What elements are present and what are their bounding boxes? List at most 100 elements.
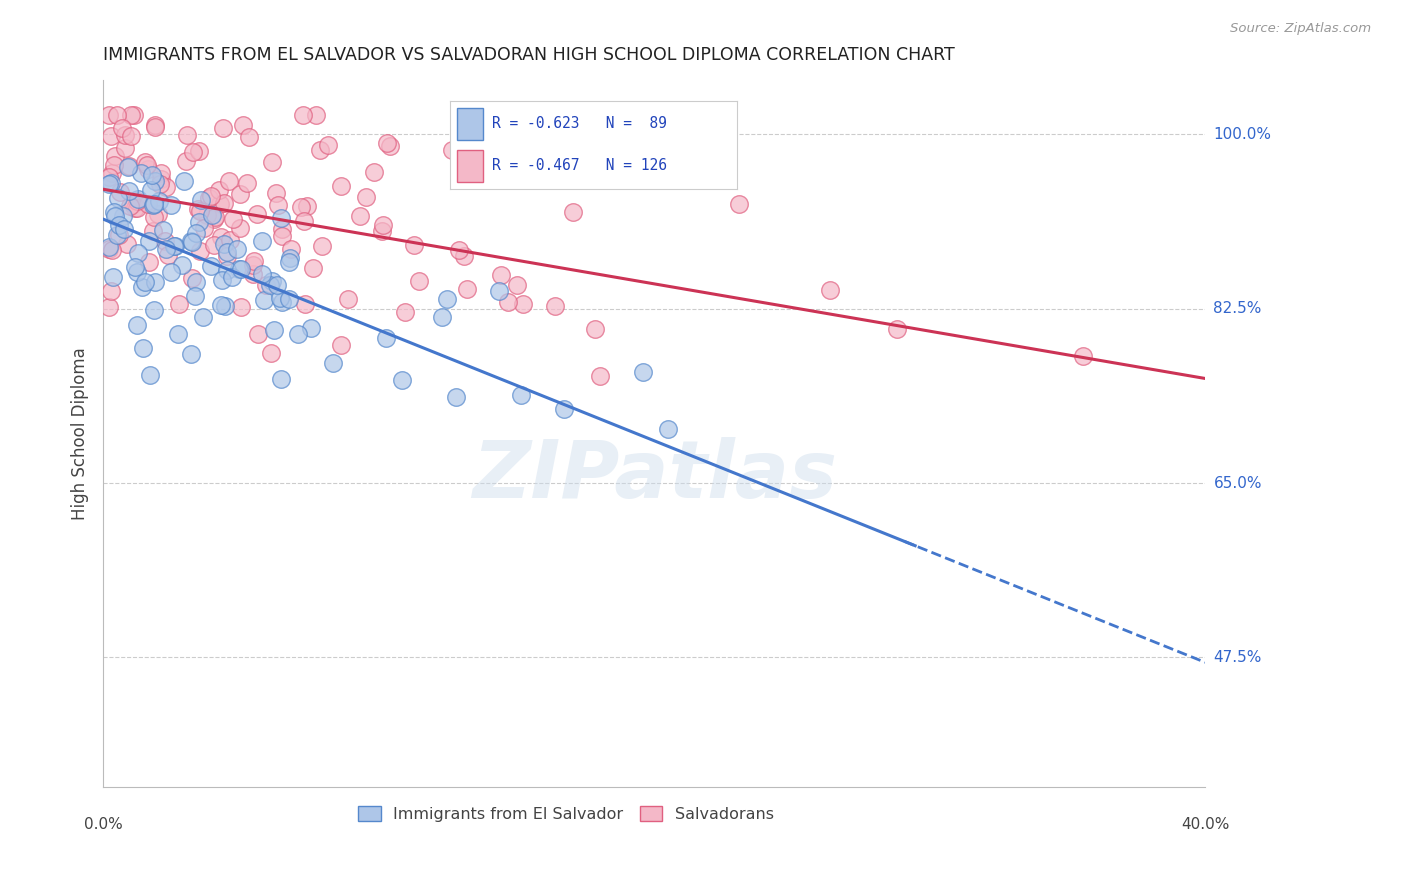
Point <box>238 130 260 145</box>
Point <box>138 254 160 268</box>
Point <box>354 189 377 203</box>
Point <box>181 145 204 159</box>
Point <box>125 201 148 215</box>
Point <box>267 197 290 211</box>
Point <box>129 166 152 180</box>
Point <box>208 183 231 197</box>
Point <box>217 263 239 277</box>
Point <box>118 160 141 174</box>
Point <box>270 229 292 244</box>
Point <box>112 222 135 236</box>
Point <box>117 161 139 175</box>
Point <box>221 270 243 285</box>
Point <box>201 209 224 223</box>
Point <box>380 139 402 153</box>
Point <box>105 227 128 242</box>
Point <box>330 338 353 352</box>
Point <box>181 235 204 249</box>
Point <box>271 295 294 310</box>
Point <box>136 196 159 211</box>
Point <box>180 347 202 361</box>
Point <box>127 194 149 208</box>
Text: 0.0%: 0.0% <box>84 817 122 832</box>
Point <box>111 121 134 136</box>
Point <box>152 222 174 236</box>
Point <box>209 197 232 211</box>
Point <box>280 242 302 256</box>
Point <box>394 305 416 319</box>
Point <box>97 300 120 314</box>
Point <box>304 107 326 121</box>
Text: 40.0%: 40.0% <box>1181 817 1229 832</box>
Point <box>143 118 166 132</box>
Point <box>631 365 654 379</box>
Point <box>292 213 315 227</box>
Point <box>232 118 254 132</box>
Point <box>657 422 679 436</box>
Point <box>211 121 233 136</box>
Point <box>138 234 160 248</box>
Point <box>250 234 273 248</box>
Point <box>453 249 475 263</box>
Point <box>166 326 188 341</box>
Point <box>103 209 125 223</box>
Point <box>363 165 385 179</box>
Point <box>488 285 510 299</box>
Point <box>330 179 353 194</box>
Text: 47.5%: 47.5% <box>1213 650 1261 665</box>
Point <box>262 274 284 288</box>
Point <box>105 107 128 121</box>
Point <box>101 270 124 285</box>
Point <box>266 278 288 293</box>
Point <box>219 233 242 247</box>
Point <box>125 318 148 332</box>
Point <box>142 197 165 211</box>
Point <box>229 262 252 277</box>
Point <box>100 176 122 190</box>
Point <box>118 184 141 198</box>
Point <box>818 283 841 297</box>
Point <box>236 177 259 191</box>
Point <box>97 107 120 121</box>
Point <box>242 267 264 281</box>
Point <box>278 252 301 266</box>
Point <box>167 296 190 310</box>
Point <box>242 258 264 272</box>
Point <box>188 203 211 218</box>
Point <box>118 199 141 213</box>
Point <box>228 262 250 277</box>
Point <box>336 293 359 307</box>
Point <box>225 242 247 256</box>
Point <box>184 226 207 240</box>
Text: 65.0%: 65.0% <box>1213 475 1263 491</box>
Point <box>456 282 478 296</box>
Point <box>176 128 198 142</box>
Point <box>198 191 221 205</box>
Point <box>311 238 333 252</box>
Point <box>489 268 512 282</box>
Point <box>100 284 122 298</box>
Point <box>295 199 318 213</box>
Point <box>218 174 240 188</box>
Point <box>460 157 482 171</box>
Point <box>231 300 253 314</box>
Point <box>727 197 749 211</box>
Point <box>375 136 398 151</box>
Point <box>243 253 266 268</box>
Point <box>270 211 292 225</box>
Point <box>215 245 238 260</box>
Point <box>188 215 211 229</box>
Legend: Immigrants from El Salvador, Salvadorans: Immigrants from El Salvador, Salvadorans <box>352 799 780 829</box>
Point <box>149 177 172 191</box>
Point <box>408 275 430 289</box>
Point <box>214 236 236 251</box>
Point <box>222 211 245 226</box>
Point <box>143 174 166 188</box>
Point <box>188 244 211 258</box>
Text: IMMIGRANTS FROM EL SALVADOR VS SALVADORAN HIGH SCHOOL DIPLOMA CORRELATION CHART: IMMIGRANTS FROM EL SALVADOR VS SALVADORA… <box>103 46 955 64</box>
Point <box>100 166 122 180</box>
Point <box>373 218 395 232</box>
Point <box>103 204 125 219</box>
Point <box>316 138 339 153</box>
Point <box>302 260 325 275</box>
